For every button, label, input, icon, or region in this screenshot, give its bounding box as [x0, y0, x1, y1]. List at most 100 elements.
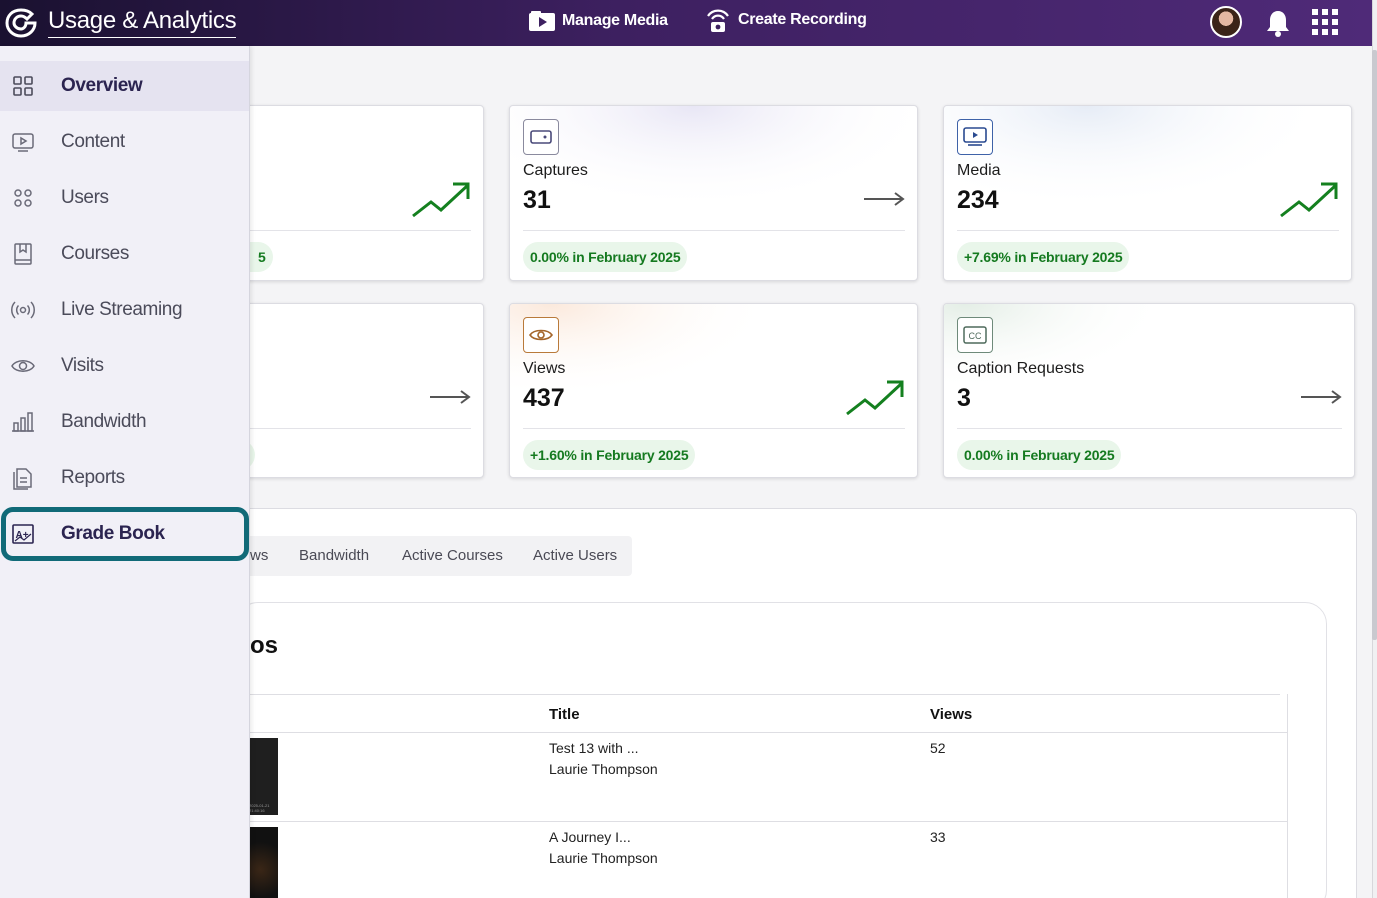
section-title: os: [250, 632, 279, 659]
sidebar-item-label: Grade Book: [61, 523, 165, 544]
stat-card-media[interactable]: Media 234 +7.69% in February 2025: [943, 105, 1352, 281]
card-divider: [957, 230, 1339, 231]
stat-card-captures[interactable]: Captures 31 0.00% in February 2025: [509, 105, 918, 281]
card-divider: [957, 428, 1342, 429]
card-label: Media: [957, 162, 1001, 179]
play-monitor-icon: [12, 133, 34, 152]
manage-media-label: Manage Media: [562, 12, 668, 29]
arrow-right-icon[interactable]: [1300, 390, 1342, 404]
video-title[interactable]: Test 13 with ...: [549, 740, 639, 756]
tab-bar: [236, 536, 632, 576]
sidebar-item-live-streaming[interactable]: Live Streaming: [0, 285, 249, 335]
arrow-right-icon[interactable]: [863, 192, 905, 206]
stat-card-views[interactable]: Views 437 +1.60% in February 2025: [509, 303, 918, 478]
video-owner: Laurie Thompson: [549, 850, 658, 866]
trend-up-icon: [1280, 182, 1338, 218]
book-icon: [14, 243, 32, 265]
card-value: 437: [523, 384, 565, 412]
app-title[interactable]: Usage & Analytics: [48, 7, 237, 38]
card-label: Captures: [523, 162, 588, 179]
users-icon: [14, 189, 32, 207]
video-thumbnail[interactable]: 2025-01-21 21:40:16: [249, 738, 278, 815]
sidebar-item-label: Users: [61, 187, 109, 208]
video-title[interactable]: A Journey I...: [549, 829, 631, 845]
media-folder-icon: [529, 11, 555, 31]
bell-icon[interactable]: [1265, 9, 1291, 37]
eye-icon: [11, 360, 35, 372]
stat-card-caption-requests[interactable]: CC Caption Requests 3 0.00% in February …: [943, 303, 1355, 478]
app-logo-icon[interactable]: [4, 8, 38, 38]
tab-active-users[interactable]: Active Users: [533, 547, 618, 564]
svg-text:CC: CC: [969, 331, 982, 341]
focus-highlight-ring: [1, 507, 249, 561]
change-pill: +7.69% in February 2025: [957, 242, 1130, 272]
arrow-right-icon[interactable]: [429, 390, 471, 404]
sidebar-item-grade-book[interactable]: A+ Grade Book: [0, 509, 249, 559]
change-pill: 0.00% in February 2025: [957, 440, 1122, 470]
recording-broadcast-icon: [707, 9, 729, 32]
closed-caption-icon: CC: [957, 317, 993, 353]
card-divider: [523, 230, 905, 231]
change-pill-text: 5: [258, 249, 266, 265]
bar-chart-icon: [12, 412, 34, 432]
create-recording-label: Create Recording: [738, 11, 867, 28]
video-thumbnail[interactable]: [249, 827, 278, 898]
table-header-border: [250, 732, 1287, 733]
table-right-border: [1287, 694, 1288, 898]
card-value: 234: [957, 186, 999, 214]
table-top-border: [250, 694, 1280, 695]
sidebar-item-label: Live Streaming: [61, 299, 183, 320]
card-divider: [244, 428, 471, 429]
report-icon: [13, 468, 32, 490]
card-divider: [523, 428, 905, 429]
capture-device-icon: [523, 119, 559, 155]
user-avatar[interactable]: [1210, 6, 1242, 38]
create-recording-button[interactable]: Create Recording: [704, 6, 867, 34]
sidebar-item-courses[interactable]: Courses: [0, 229, 249, 279]
thumbnail-timestamp: 2025-01-21 21:40:16: [249, 803, 270, 813]
card-value: 3: [957, 384, 971, 412]
tab-views[interactable]: ws: [250, 547, 269, 564]
tab-bandwidth[interactable]: Bandwidth: [299, 547, 370, 564]
manage-media-button[interactable]: Manage Media: [528, 10, 668, 32]
card-label: Views: [523, 360, 566, 377]
column-header-title[interactable]: Title: [549, 706, 580, 723]
grade-icon: A+: [12, 524, 34, 544]
stat-card-partial-2[interactable]: [230, 303, 484, 478]
column-header-views[interactable]: Views: [930, 706, 973, 723]
media-play-icon: [957, 119, 993, 155]
sidebar-item-label: Content: [61, 131, 125, 152]
page-scrollbar-thumb[interactable]: [1372, 50, 1377, 640]
change-pill: +1.60% in February 2025: [523, 440, 696, 470]
row-views: 33: [930, 829, 946, 845]
top-bar: Usage & Analytics Manage Media Create Re…: [0, 0, 1372, 46]
card-divider: [244, 230, 471, 231]
change-pill: 0.00% in February 2025: [523, 242, 688, 272]
sidebar-item-label: Reports: [61, 467, 125, 488]
sidebar-item-overview[interactable]: Overview: [0, 61, 249, 111]
card-label: Caption Requests: [957, 360, 1085, 377]
apps-grid-icon[interactable]: [1312, 9, 1338, 35]
sidebar-menu: Overview Content Users Courses Live Stre…: [0, 46, 250, 898]
sidebar-item-visits[interactable]: Visits: [0, 341, 249, 391]
trend-up-icon: [412, 182, 470, 218]
sidebar-item-label: Bandwidth: [61, 411, 147, 432]
grid-icon: [13, 76, 33, 96]
row-title[interactable]: Test 13 with ... Laurie Thompson: [549, 738, 658, 780]
broadcast-icon: [11, 301, 35, 319]
sidebar-item-label: Visits: [61, 355, 104, 376]
row-views: 52: [930, 740, 946, 756]
sidebar-item-bandwidth[interactable]: Bandwidth: [0, 397, 249, 447]
table-row-border: [250, 821, 1287, 822]
tab-active-courses[interactable]: Active Courses: [402, 547, 503, 564]
sidebar-item-reports[interactable]: Reports: [0, 453, 249, 503]
eye-icon: [523, 317, 559, 353]
card-value: 31: [523, 186, 551, 214]
row-title[interactable]: A Journey I... Laurie Thompson: [549, 827, 658, 869]
sidebar-item-label: Courses: [61, 243, 129, 264]
video-owner: Laurie Thompson: [549, 761, 658, 777]
sidebar-item-content[interactable]: Content: [0, 117, 249, 167]
stat-card-partial-1[interactable]: 5: [230, 105, 484, 281]
sidebar-item-users[interactable]: Users: [0, 173, 249, 223]
sidebar-item-label: Overview: [61, 75, 143, 96]
